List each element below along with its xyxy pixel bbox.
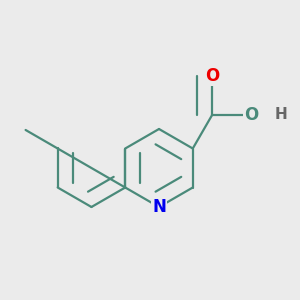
Text: H: H [274,107,287,122]
Text: O: O [244,106,258,124]
Text: O: O [205,67,219,85]
Text: N: N [152,198,166,216]
